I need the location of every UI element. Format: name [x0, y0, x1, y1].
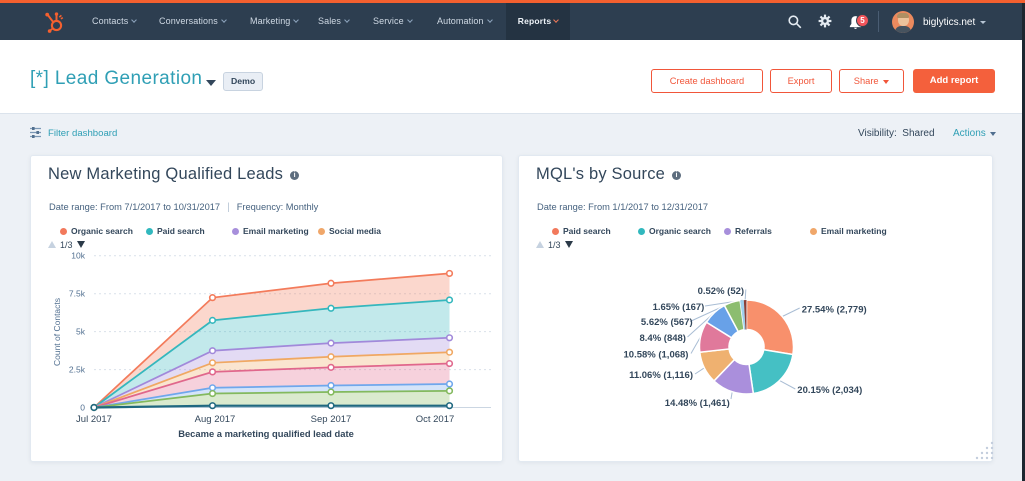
svg-text:10.58% (1,068): 10.58% (1,068): [624, 350, 689, 361]
svg-text:11.06% (1,116): 11.06% (1,116): [629, 370, 693, 381]
svg-text:20.15% (2,034): 20.15% (2,034): [797, 385, 862, 396]
svg-text:10k: 10k: [71, 251, 85, 261]
svg-text:Aug 2017: Aug 2017: [195, 414, 236, 425]
svg-text:Jul 2017: Jul 2017: [76, 414, 112, 425]
svg-text:Oct 2017: Oct 2017: [416, 414, 455, 425]
svg-text:14.48% (1,461): 14.48% (1,461): [665, 398, 730, 409]
svg-text:1.65% (167): 1.65% (167): [653, 302, 705, 313]
svg-text:27.54% (2,779): 27.54% (2,779): [802, 305, 867, 316]
svg-text:5.62% (567): 5.62% (567): [641, 317, 693, 328]
svg-text:Count of Contacts: Count of Contacts: [52, 298, 62, 366]
svg-text:0.52% (52): 0.52% (52): [698, 286, 744, 297]
svg-text:2.5k: 2.5k: [69, 364, 86, 374]
svg-text:5k: 5k: [76, 326, 86, 336]
svg-text:7.5k: 7.5k: [69, 289, 86, 299]
svg-text:8.4% (848): 8.4% (848): [640, 333, 686, 344]
svg-text:Sep 2017: Sep 2017: [311, 414, 352, 425]
svg-text:0: 0: [80, 402, 85, 412]
svg-text:Became a marketing qualified l: Became a marketing qualified lead date: [178, 428, 354, 439]
